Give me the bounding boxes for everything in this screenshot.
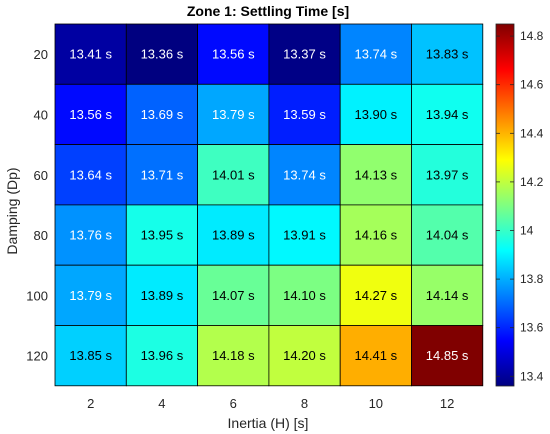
colorbar-tick-label: 14 (520, 224, 534, 238)
heatmap-cell (54, 144, 127, 206)
heatmap-cell (268, 325, 341, 387)
cell-value-label: 13.91 s (283, 228, 326, 243)
cell-value-label: 13.94 s (426, 107, 469, 122)
cell-value-label: 14.41 s (354, 348, 397, 363)
colorbar-tick-label: 13.8 (520, 272, 544, 286)
cell-value-label: 13.41 s (69, 47, 112, 62)
colorbar-tick-label: 13.6 (520, 321, 544, 335)
cell-value-label: 14.27 s (354, 288, 397, 303)
heatmap-cell (125, 23, 199, 85)
x-tick-label: 6 (230, 396, 237, 411)
heatmap-cell (339, 144, 412, 206)
x-tick-label: 10 (369, 396, 383, 411)
cell-value-label: 13.76 s (69, 228, 112, 243)
cell-value-label: 13.74 s (283, 167, 326, 182)
cell-value-label: 13.71 s (141, 167, 184, 182)
cell-value-label: 13.85 s (69, 348, 112, 363)
cell-value-label: 13.59 s (283, 107, 326, 122)
x-axis-label: Inertia (H) [s] (228, 415, 309, 431)
heatmap-cell (268, 144, 341, 206)
cell-value-label: 14.85 s (426, 348, 469, 363)
heatmap-cell (339, 325, 412, 387)
x-tick-label: 12 (440, 396, 454, 411)
heatmap-cell (268, 264, 341, 326)
cell-value-label: 13.69 s (141, 107, 184, 122)
y-tick-label: 40 (34, 107, 48, 122)
cell-value-label: 14.18 s (212, 348, 255, 363)
cell-value-label: 14.04 s (426, 228, 469, 243)
heatmap-cell (339, 23, 412, 85)
heatmap-cell (268, 23, 341, 85)
y-tick-labels: 20 40 60 80 100 120 (26, 47, 48, 364)
heatmap-cell (54, 264, 127, 326)
cell-value-label: 14.13 s (354, 167, 397, 182)
heatmap-cell (125, 204, 199, 266)
y-tick-label: 120 (26, 349, 48, 364)
heatmap-cell (411, 264, 484, 326)
heatmap-cell (125, 144, 199, 206)
heatmap-cell (54, 204, 127, 266)
cell-value-label: 13.96 s (141, 348, 184, 363)
heatmap-cell (197, 264, 270, 326)
x-tick-label: 2 (87, 396, 94, 411)
cell-value-label: 13.37 s (283, 47, 326, 62)
cell-value-label: 13.79 s (212, 107, 255, 122)
y-tick-label: 20 (34, 47, 48, 62)
cell-value-label: 14.01 s (212, 167, 255, 182)
heatmap-cell (197, 23, 270, 85)
cell-value-label: 14.20 s (283, 348, 326, 363)
cell-value-label: 13.89 s (212, 228, 255, 243)
colorbar-gradient (495, 23, 515, 387)
heatmap-cell (268, 204, 341, 266)
cell-value-label: 13.95 s (141, 228, 184, 243)
heatmap-cells: 13.41 s 13.36 s 13.56 s 13.37 s 13.74 s 13.83… (54, 23, 484, 387)
y-tick-label: 100 (26, 288, 48, 303)
x-tick-label: 4 (158, 396, 165, 411)
heatmap-cell (268, 83, 341, 146)
cell-value-label: 14.14 s (426, 288, 469, 303)
cell-value-label: 13.36 s (141, 47, 184, 62)
heatmap-cell (339, 204, 412, 266)
cell-value-label: 13.56 s (69, 107, 112, 122)
x-tick-label: 8 (301, 396, 308, 411)
cell-value-label: 14.07 s (212, 288, 255, 303)
heatmap-cell (54, 23, 127, 85)
cell-value-label: 13.79 s (69, 288, 112, 303)
y-tick-label: 80 (34, 228, 48, 243)
cell-value-label: 13.56 s (212, 47, 255, 62)
heatmap-cell (411, 325, 484, 387)
heatmap-cell (411, 23, 484, 85)
heatmap-cell (411, 144, 484, 206)
colorbar-tick-label: 14.4 (520, 126, 544, 140)
colorbar-tick-label: 14.8 (520, 29, 544, 43)
heatmap-cell (197, 204, 270, 266)
cell-value-label: 13.74 s (354, 47, 397, 62)
cell-value-label: 13.83 s (426, 47, 469, 62)
cell-value-label: 14.10 s (283, 288, 326, 303)
cell-value-label: 13.64 s (69, 167, 112, 182)
colorbar-tick-label: 14.6 (520, 78, 544, 92)
heatmap-cell (54, 325, 127, 387)
y-tick-label: 60 (34, 168, 48, 183)
colorbar: 13.4 13.6 13.8 14 14.2 14.4 14.6 14.8 (495, 23, 544, 387)
colorbar-tick-label: 14.2 (520, 175, 544, 189)
cell-value-label: 14.16 s (354, 228, 397, 243)
heatmap-cell (339, 264, 412, 326)
y-axis-label: Damping (Dp) (4, 167, 20, 254)
colorbar-tick-label: 13.4 (520, 369, 544, 383)
cell-value-label: 13.89 s (141, 288, 184, 303)
cell-value-label: 13.90 s (354, 107, 397, 122)
heatmap-cell (411, 204, 484, 266)
x-tick-labels: 2 4 6 8 10 12 (87, 396, 454, 411)
cell-value-label: 13.97 s (426, 167, 469, 182)
chart-title: Zone 1: Settling Time [s] (187, 3, 349, 19)
heatmap-cell (411, 83, 484, 146)
heatmap-cell (125, 83, 199, 146)
